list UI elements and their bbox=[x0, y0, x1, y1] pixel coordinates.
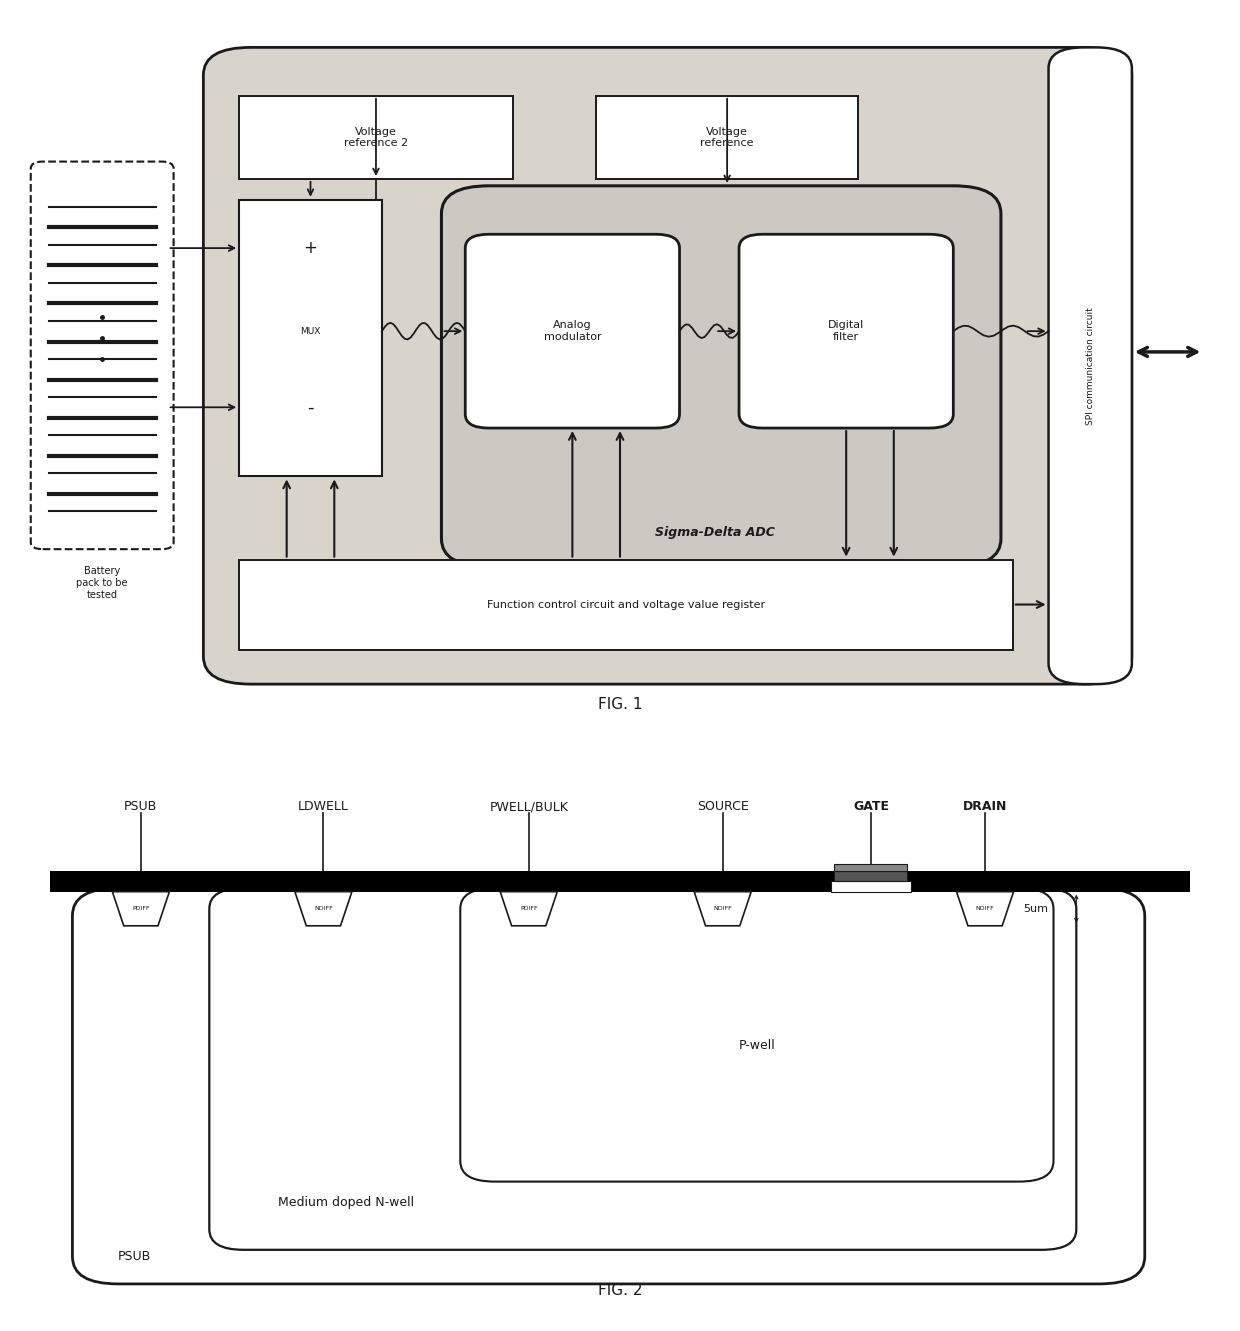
Text: Medium doped N-well: Medium doped N-well bbox=[278, 1195, 414, 1209]
Text: FIG. 1: FIG. 1 bbox=[598, 697, 642, 712]
Text: PWELL/BULK: PWELL/BULK bbox=[490, 800, 568, 813]
Bar bbox=[831, 881, 911, 892]
Text: SOURCE: SOURCE bbox=[697, 800, 749, 813]
Text: GATE: GATE bbox=[853, 800, 889, 813]
Text: Digital
filter: Digital filter bbox=[828, 321, 864, 342]
FancyBboxPatch shape bbox=[441, 186, 1001, 567]
Bar bbox=[835, 864, 908, 872]
Text: MUX: MUX bbox=[300, 326, 321, 335]
Polygon shape bbox=[956, 892, 1013, 926]
Text: DRAIN: DRAIN bbox=[963, 800, 1007, 813]
Text: PSUB: PSUB bbox=[124, 800, 157, 813]
FancyBboxPatch shape bbox=[31, 161, 174, 550]
Text: Battery
pack to be
tested: Battery pack to be tested bbox=[77, 567, 128, 600]
Text: Voltage
reference 2: Voltage reference 2 bbox=[343, 126, 408, 148]
Text: NDIFF: NDIFF bbox=[976, 906, 994, 912]
Text: Voltage
reference: Voltage reference bbox=[701, 126, 754, 148]
Bar bbox=[239, 200, 382, 476]
Text: NDIFF: NDIFF bbox=[713, 906, 732, 912]
Text: PDIFF: PDIFF bbox=[520, 906, 538, 912]
Polygon shape bbox=[694, 892, 751, 926]
Text: NDIFF: NDIFF bbox=[314, 906, 332, 912]
Text: LDWELL: LDWELL bbox=[298, 800, 348, 813]
Text: +: + bbox=[304, 240, 317, 257]
Text: -: - bbox=[308, 398, 314, 417]
Text: Function control circuit and voltage value register: Function control circuit and voltage val… bbox=[487, 599, 765, 610]
Text: PSUB: PSUB bbox=[118, 1250, 151, 1263]
Polygon shape bbox=[500, 892, 557, 926]
Text: SPI communication circuit: SPI communication circuit bbox=[1086, 307, 1095, 425]
Text: PDIFF: PDIFF bbox=[131, 906, 150, 912]
Bar bbox=[239, 96, 513, 178]
FancyBboxPatch shape bbox=[460, 888, 1054, 1182]
Text: Sigma-Delta ADC: Sigma-Delta ADC bbox=[655, 526, 775, 539]
FancyBboxPatch shape bbox=[203, 48, 1132, 684]
Bar bbox=[239, 559, 1013, 650]
Bar bbox=[50, 872, 1190, 892]
Bar bbox=[835, 872, 908, 881]
FancyBboxPatch shape bbox=[739, 234, 954, 429]
Polygon shape bbox=[113, 892, 170, 926]
Bar bbox=[596, 96, 858, 178]
Text: P-well: P-well bbox=[739, 1038, 775, 1051]
FancyBboxPatch shape bbox=[1049, 48, 1132, 684]
Text: 5um: 5um bbox=[1023, 904, 1048, 914]
Text: Analog
modulator: Analog modulator bbox=[543, 321, 601, 342]
Text: FIG. 2: FIG. 2 bbox=[598, 1283, 642, 1298]
FancyBboxPatch shape bbox=[210, 888, 1076, 1250]
FancyBboxPatch shape bbox=[72, 888, 1145, 1284]
Polygon shape bbox=[295, 892, 352, 926]
FancyBboxPatch shape bbox=[465, 234, 680, 429]
